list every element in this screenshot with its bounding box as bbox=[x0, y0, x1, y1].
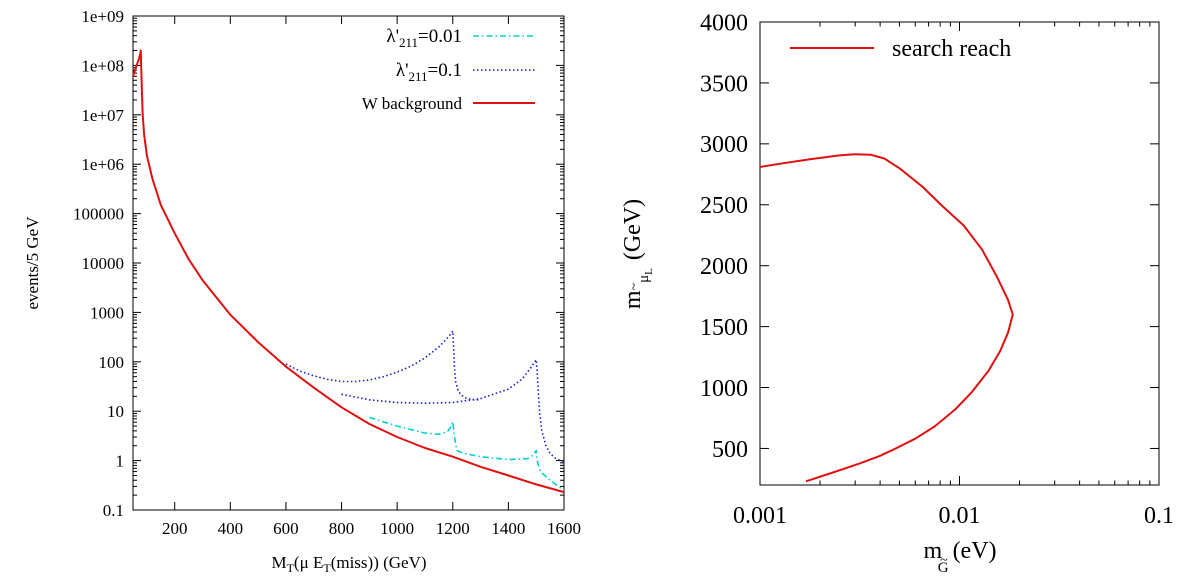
y-tick-label: 0.1 bbox=[103, 501, 124, 520]
y-tick-label: 2000 bbox=[700, 254, 748, 280]
y-tick-label: 100000 bbox=[73, 205, 124, 224]
y-tick-label: 3000 bbox=[700, 132, 748, 158]
y-tick-label: 1e+08 bbox=[81, 56, 124, 75]
y-tick-label: 1000 bbox=[90, 303, 124, 322]
series-line-0 bbox=[369, 416, 565, 491]
y-tick-label: 1500 bbox=[700, 315, 748, 341]
y-tick-label: 4000 bbox=[700, 10, 748, 36]
right-series-group bbox=[759, 153, 1014, 483]
right-legend: search reach bbox=[790, 36, 1011, 62]
left-legend-label-1: λ'211=0.01 bbox=[386, 26, 462, 50]
y-tick-label: 10000 bbox=[82, 254, 125, 273]
series-line-1 bbox=[341, 358, 565, 463]
left-legend-label-3: W background bbox=[362, 94, 463, 113]
y-tick-label: 1e+09 bbox=[81, 7, 124, 26]
chart-right: 0.001 0.01 0.1 500 1000 1500 2000 2500 3000 3500 4… bbox=[620, 10, 1174, 576]
right-ticks: 0.001 0.01 0.1 500 1000 1500 2000 2500 3000 3500 4… bbox=[700, 10, 1174, 529]
right-y-axis-label: m~μL(GeV) bbox=[620, 199, 655, 309]
left-y-axis-label: events/5 GeV bbox=[23, 216, 42, 310]
left-plot-frame bbox=[132, 15, 565, 511]
y-tick-label: 1e+07 bbox=[81, 106, 124, 125]
left-plot-area bbox=[132, 15, 565, 511]
y-tick-label: 1e+06 bbox=[81, 155, 124, 174]
y-tick-label: 1000 bbox=[700, 376, 748, 402]
y-tick-label: 3500 bbox=[700, 71, 748, 97]
x-tick-label: 800 bbox=[329, 519, 355, 538]
chart-left: 200 400 600 800 1000 1200 1400 1600 0.1 1 10 100 100… bbox=[23, 7, 581, 575]
x-tick-label: 1400 bbox=[491, 519, 525, 538]
x-tick-label: 1600 bbox=[547, 519, 581, 538]
x-tick-label: 0.1 bbox=[1144, 503, 1174, 529]
x-tick-label: 0.001 bbox=[733, 503, 787, 529]
left-x-axis-label: MT(μ ET(miss)) (GeV) bbox=[271, 553, 426, 575]
x-tick-label: 0.01 bbox=[939, 503, 981, 529]
y-tick-label: 1 bbox=[116, 452, 125, 471]
x-tick-label: 1200 bbox=[436, 519, 470, 538]
series-line-1 bbox=[285, 330, 481, 401]
x-tick-label: 400 bbox=[218, 519, 244, 538]
x-tick-label: 600 bbox=[273, 519, 299, 538]
y-tick-label: 2500 bbox=[700, 193, 748, 219]
left-ticks: 200 400 600 800 1000 1200 1400 1600 0.1 1 10 100 100… bbox=[73, 7, 581, 538]
y-tick-label: 10 bbox=[107, 402, 124, 421]
right-x-axis-label: m~G(eV) bbox=[923, 538, 996, 576]
y-tick-label: 100 bbox=[99, 353, 125, 372]
x-tick-label: 1000 bbox=[380, 519, 414, 538]
right-legend-label-1: search reach bbox=[892, 36, 1011, 62]
x-tick-label: 200 bbox=[162, 519, 188, 538]
left-legend: λ'211=0.01 λ'211=0.1 W background bbox=[362, 26, 535, 113]
series-line-2 bbox=[132, 49, 565, 494]
y-tick-label: 500 bbox=[712, 437, 748, 463]
right-plot-area bbox=[759, 21, 1160, 486]
series-line-0 bbox=[759, 153, 1014, 483]
left-legend-label-2: λ'211=0.1 bbox=[396, 60, 462, 84]
left-series-group bbox=[132, 49, 565, 494]
